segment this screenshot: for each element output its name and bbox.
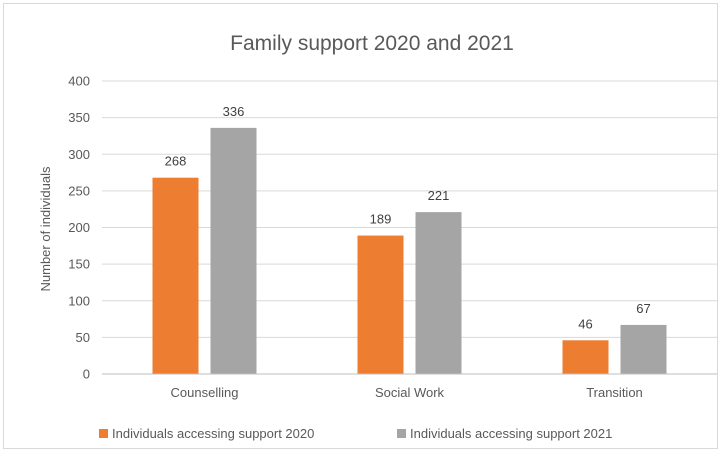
data-label: 189 [370, 212, 392, 227]
legend-swatch [99, 429, 108, 438]
chart-title: Family support 2020 and 2021 [230, 32, 514, 55]
bars [152, 127, 667, 374]
y-axis-ticks: 0 50 100 150 200 250 300 350 400 [68, 74, 90, 382]
y-tick-label: 400 [68, 74, 90, 89]
x-axis-ticks: Counselling Social Work Transition [171, 385, 643, 400]
data-label: 268 [165, 154, 187, 169]
bar-2020-social-work [357, 235, 404, 374]
legend-label: Individuals accessing support 2020 [112, 426, 314, 441]
x-tick-label: Transition [586, 385, 643, 400]
data-labels: 268 336 189 221 46 67 [165, 104, 651, 331]
data-label: 221 [428, 188, 450, 203]
gridlines [102, 80, 717, 338]
y-tick-label: 100 [68, 293, 90, 308]
x-tick-label: Social Work [375, 385, 445, 400]
y-tick-label: 0 [83, 367, 90, 382]
y-tick-label: 350 [68, 110, 90, 125]
y-tick-label: 50 [76, 330, 90, 345]
bar-2020-transition [562, 340, 609, 374]
x-tick-label: Counselling [171, 385, 239, 400]
bar-chart: Family support 2020 and 2021 Number of i… [38, 32, 717, 441]
y-tick-label: 300 [68, 147, 90, 162]
y-tick-label: 250 [68, 183, 90, 198]
legend-swatch [397, 429, 406, 438]
y-tick-label: 200 [68, 220, 90, 235]
y-tick-label: 150 [68, 257, 90, 272]
y-axis-title: Number of individuals [38, 166, 53, 292]
legend: Individuals accessing support 2020 Indivi… [99, 426, 612, 441]
bar-2021-social-work [415, 212, 462, 374]
chart-frame: Family support 2020 and 2021 Number of i… [3, 3, 718, 449]
data-label: 336 [223, 104, 245, 119]
legend-label: Individuals accessing support 2021 [410, 426, 612, 441]
bar-2020-counselling [152, 177, 199, 374]
bar-2021-transition [620, 324, 667, 374]
data-label: 67 [636, 301, 650, 316]
bar-2021-counselling [210, 127, 257, 374]
data-label: 46 [578, 316, 592, 331]
